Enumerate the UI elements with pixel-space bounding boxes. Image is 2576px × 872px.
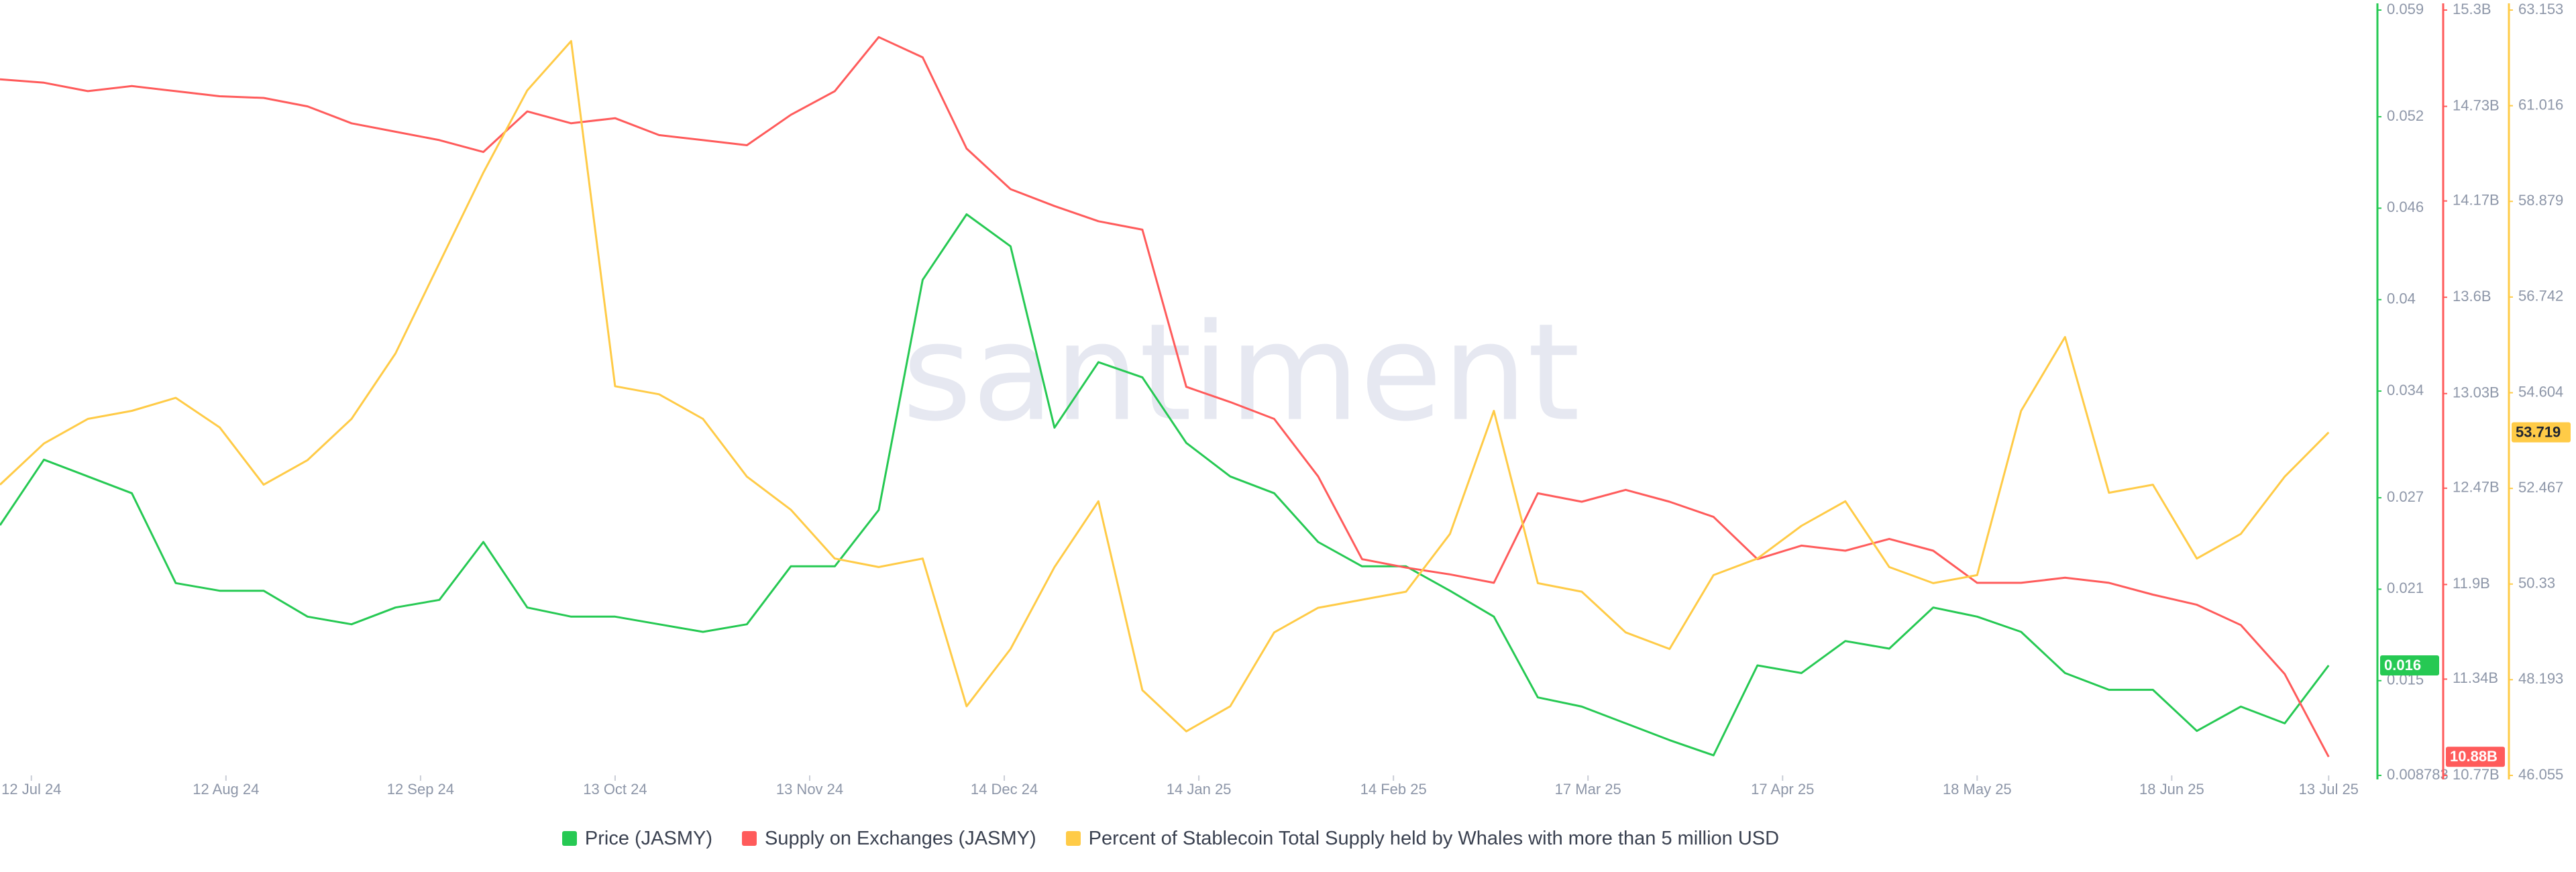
current-value-label: 0.016 — [2384, 657, 2421, 673]
y-tick-label: 0.008783 — [2387, 766, 2449, 783]
current-value-label: 10.88B — [2450, 748, 2498, 765]
x-tick-label: 17 Apr 25 — [1751, 781, 1814, 798]
y-tick-label: 11.9B — [2453, 575, 2490, 592]
x-tick-label: 13 Oct 24 — [583, 781, 647, 798]
legend-item[interactable]: Supply on Exchanges (JASMY) — [742, 828, 1036, 850]
y-tick-label: 0.052 — [2387, 107, 2424, 124]
y-tick-label: 54.604 — [2518, 383, 2563, 400]
y-tick-label: 0.027 — [2387, 488, 2424, 505]
y-tick-label: 0.046 — [2387, 199, 2424, 215]
series-line — [0, 40, 2330, 732]
legend-swatch — [1065, 831, 1081, 846]
x-tick-label: 14 Feb 25 — [1360, 781, 1427, 798]
series-line — [0, 213, 2330, 757]
current-value-badge — [2380, 655, 2439, 676]
x-tick-label: 14 Jan 25 — [1167, 781, 1232, 798]
y-tick-label: 10.77B — [2453, 766, 2500, 783]
y-tick-label: 0.04 — [2387, 290, 2416, 307]
y-tick-label: 14.73B — [2453, 97, 2500, 113]
y-tick-label: 12.47B — [2453, 479, 2500, 496]
x-tick-label: 13 Nov 24 — [776, 781, 843, 798]
y-tick-label: 48.193 — [2518, 670, 2563, 687]
legend-label: Supply on Exchanges (JASMY) — [765, 827, 1036, 849]
legend-label: Price (JASMY) — [584, 827, 713, 849]
x-tick-label: 12 Jul 24 — [1, 781, 61, 798]
y-tick-label: 15.3B — [2453, 1, 2491, 17]
legend: Price (JASMY) Supply on Exchanges (JASMY)… — [0, 824, 2341, 853]
chart: santiment 12 Jul 24 12 Aug 24 12 Sep 24 13 … — [0, 1, 2571, 798]
y-tick-label: 13.03B — [2453, 384, 2500, 401]
y-tick-label: 46.055 — [2518, 766, 2563, 783]
y-tick-label: 0.059 — [2387, 1, 2424, 17]
legend-swatch — [742, 831, 757, 846]
x-tick-label: 14 Dec 24 — [971, 781, 1038, 798]
x-tick-label: 17 Mar 25 — [1555, 781, 1621, 798]
watermark: santiment — [902, 295, 1580, 451]
y-tick-label: 13.6B — [2453, 288, 2491, 305]
y-tick-label: 52.467 — [2518, 479, 2563, 496]
y-tick-label: 11.34B — [2453, 669, 2498, 686]
x-tick-label: 13 Jul 25 — [2299, 781, 2359, 798]
x-tick-label: 12 Sep 24 — [387, 781, 454, 798]
y-tick-label: 58.879 — [2518, 192, 2563, 209]
y-tick-label: 50.33 — [2518, 575, 2555, 592]
y-tick-label: 61.016 — [2518, 96, 2563, 113]
y-tick-label: 0.021 — [2387, 580, 2424, 596]
y-tick-label: 0.034 — [2387, 382, 2424, 398]
legend-swatch — [561, 831, 577, 846]
y-tick-label: 56.742 — [2518, 288, 2563, 305]
series-line — [0, 36, 2330, 758]
x-tick-label: 12 Aug 24 — [193, 781, 259, 798]
legend-item[interactable]: Price (JASMY) — [561, 827, 713, 850]
current-value-badge — [2512, 422, 2571, 443]
current-value-label: 53.719 — [2516, 423, 2561, 440]
y-tick-label: 14.17B — [2453, 191, 2500, 208]
y-tick-label: 63.153 — [2518, 1, 2563, 17]
legend-label: Percent of Stablecoin Total Supply held … — [1088, 827, 1780, 849]
x-tick-label: 18 Jun 25 — [2139, 781, 2204, 798]
x-tick-label: 18 May 25 — [1943, 781, 2012, 798]
legend-item[interactable]: Percent of Stablecoin Total Supply held … — [1065, 827, 1780, 850]
current-value-badge — [2446, 747, 2505, 767]
